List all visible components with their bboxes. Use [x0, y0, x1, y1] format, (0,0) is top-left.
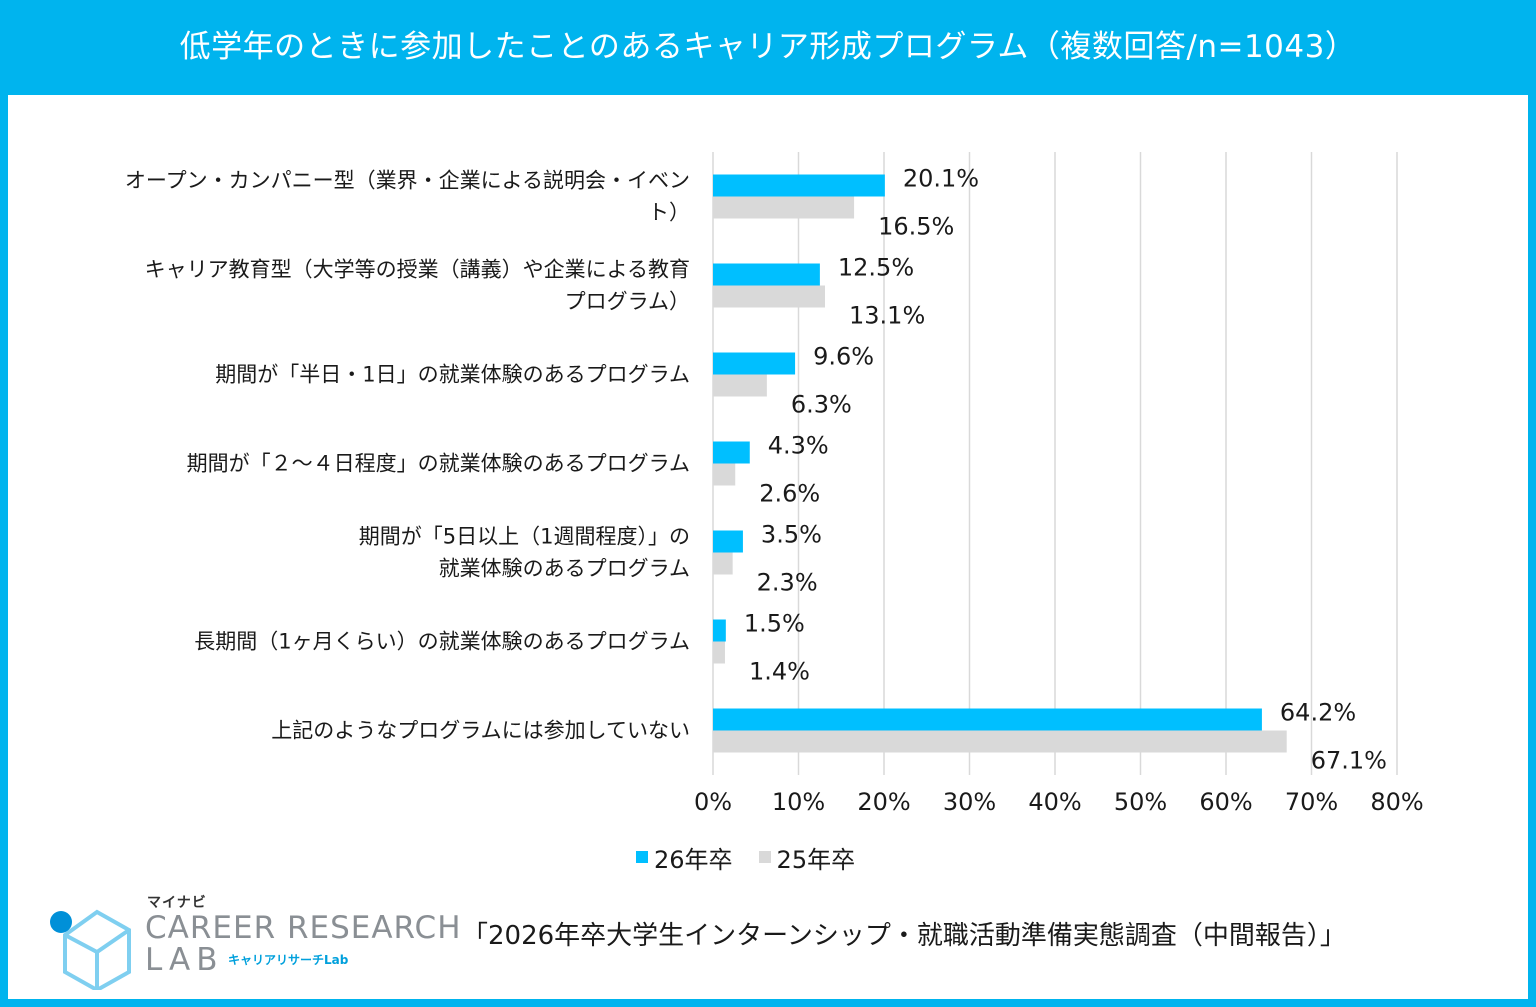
bar-26 [713, 441, 750, 464]
data-label: 16.5% [878, 213, 954, 241]
data-label: 13.1% [849, 302, 925, 330]
logo-brand: マイナビ [147, 895, 207, 911]
legend-swatch-26 [636, 851, 648, 863]
bar-25 [713, 641, 725, 664]
x-tick-label: 70% [1285, 788, 1338, 816]
bar-25 [713, 463, 736, 486]
logo-line2: LAB [145, 942, 224, 978]
x-tick-label: 50% [1114, 788, 1167, 816]
data-label: 1.5% [744, 610, 805, 638]
data-label: 2.3% [757, 569, 818, 597]
title-bar: 低学年のときに参加したことのあるキャリア形成プログラム（複数回答/n=1043） [0, 0, 1536, 95]
x-tick-label: 80% [1370, 788, 1423, 816]
category-label: 就業体験のあるプログラム [439, 557, 690, 581]
source-note: 「2026年卒大学生インターンシップ・就職活動準備実態調査（中間報告）」 [462, 921, 1346, 951]
logo-line1: CAREER RESEARCH [145, 910, 462, 946]
bar-26 [713, 530, 743, 553]
x-tick-label: 40% [1028, 788, 1081, 816]
bar-26 [713, 352, 796, 375]
bar-25 [713, 196, 855, 219]
data-label: 6.3% [791, 391, 852, 419]
legend-swatch-25 [758, 851, 771, 863]
chart-title: 低学年のときに参加したことのあるキャリア形成プログラム（複数回答/n=1043） [179, 29, 1357, 65]
x-tick-label: 0% [694, 788, 732, 816]
bar-26 [713, 708, 1262, 731]
category-label: 期間が「半日・1日」の就業体験のあるプログラム [215, 363, 690, 387]
category-label: 期間が「２～４日程度」の就業体験のあるプログラム [187, 452, 690, 476]
category-label: 期間が「5日以上（1週間程度）」の [359, 525, 690, 549]
data-label: 4.3% [768, 432, 829, 460]
data-label: 2.6% [759, 480, 820, 508]
category-label: プログラム） [565, 290, 690, 314]
legend-item-26: 26年卒 [636, 840, 733, 875]
legend-label-25: 25年卒 [776, 845, 856, 874]
data-label: 12.5% [838, 254, 914, 282]
data-label: 3.5% [761, 521, 822, 549]
bar-25 [713, 730, 1287, 753]
data-label: 20.1% [903, 165, 979, 193]
bar-25 [713, 374, 767, 397]
bar-26 [713, 174, 885, 197]
career-research-lab-logo: マイナビ CAREER RESEARCH LAB キャリアリサーチLab [45, 890, 461, 990]
data-label: 9.6% [813, 343, 874, 371]
category-label: オープン・カンパニー型（業界・企業による説明会・イベン [125, 169, 690, 193]
legend-label-26: 26年卒 [654, 845, 733, 874]
x-tick-label: 10% [772, 788, 825, 816]
category-label: 長期間（1ヶ月くらい）の就業体験のあるプログラム [194, 630, 690, 654]
legend: 26年卒 25年卒 [636, 840, 881, 875]
legend-item-25: 25年卒 [758, 840, 856, 875]
logo-subtitle: キャリアリサーチLab [228, 953, 349, 967]
x-tick-label: 30% [943, 788, 996, 816]
x-tick-label: 60% [1199, 788, 1252, 816]
bar-26 [713, 263, 820, 286]
x-tick-label: 20% [857, 788, 910, 816]
data-label: 1.4% [749, 658, 810, 686]
data-label: 67.1% [1311, 747, 1387, 775]
bar-25 [713, 285, 826, 308]
cube-logo-icon [50, 909, 131, 990]
category-label: ト） [648, 201, 690, 225]
category-label: 上記のようなプログラムには参加していない [271, 719, 690, 743]
bar-25 [713, 552, 733, 575]
data-label: 64.2% [1280, 699, 1356, 727]
category-label: キャリア教育型（大学等の授業（講義）や企業による教育 [145, 258, 690, 282]
bar-26 [713, 619, 726, 642]
